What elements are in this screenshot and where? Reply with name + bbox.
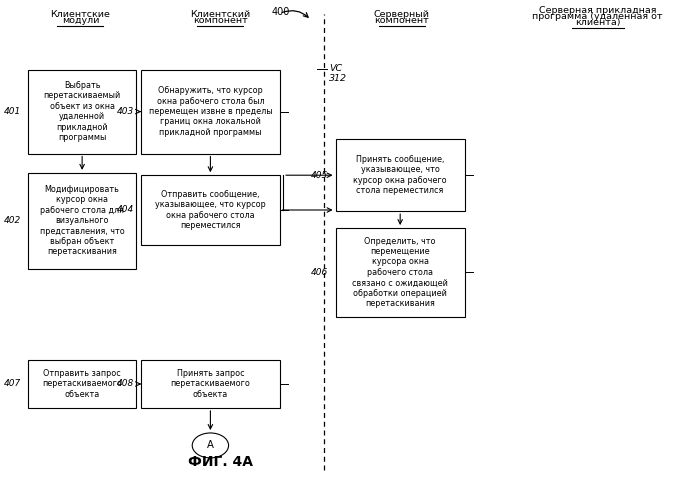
Text: 400: 400 <box>271 7 289 17</box>
Text: Принять запрос
перетаскиваемого
объекта: Принять запрос перетаскиваемого объекта <box>171 369 250 399</box>
Text: 407: 407 <box>3 380 21 388</box>
Text: 408: 408 <box>117 380 134 388</box>
Text: VC: VC <box>329 64 343 73</box>
Text: 401: 401 <box>3 107 21 116</box>
Text: Модифицировать
курсор окна
рабочего стола для
визуального
представления, что
выб: Модифицировать курсор окна рабочего стол… <box>40 185 124 256</box>
FancyBboxPatch shape <box>141 70 280 154</box>
Text: 405: 405 <box>311 171 329 180</box>
Text: модули: модули <box>62 16 99 25</box>
Text: ФИГ. 4А: ФИГ. 4А <box>188 456 252 469</box>
Text: Принять сообщение,
указывающее, что
курсор окна рабочего
стола переместился: Принять сообщение, указывающее, что курс… <box>354 155 447 195</box>
Text: Серверная прикладная: Серверная прикладная <box>539 6 656 15</box>
FancyBboxPatch shape <box>336 139 465 211</box>
Text: A: A <box>207 441 214 450</box>
FancyBboxPatch shape <box>28 70 136 154</box>
Text: 403: 403 <box>117 107 134 116</box>
Text: Отправить сообщение,
указывающее, что курсор
окна рабочего стола
переместился: Отправить сообщение, указывающее, что ку… <box>155 190 266 230</box>
FancyBboxPatch shape <box>28 360 136 408</box>
Text: 402: 402 <box>3 216 21 225</box>
Text: Обнаружить, что курсор
окна рабочего стола был
перемещен извне в пределы
границ : Обнаружить, что курсор окна рабочего сто… <box>149 86 272 137</box>
Text: Клиентские: Клиентские <box>50 10 110 19</box>
FancyBboxPatch shape <box>336 228 465 317</box>
Text: 312: 312 <box>329 74 347 83</box>
FancyBboxPatch shape <box>141 360 280 408</box>
Text: Выбрать
перетаскиваемый
объект из окна
удаленной
прикладной
программы: Выбрать перетаскиваемый объект из окна у… <box>43 81 121 142</box>
Text: компонент: компонент <box>193 16 247 25</box>
FancyBboxPatch shape <box>141 175 280 245</box>
Text: 406: 406 <box>311 268 329 277</box>
Text: Серверный: Серверный <box>374 10 430 19</box>
Text: клиента): клиента) <box>575 18 621 27</box>
Text: Отправить запрос
перетаскиваемого
объекта: Отправить запрос перетаскиваемого объект… <box>42 369 122 399</box>
Text: программа (удаленная от: программа (удаленная от <box>533 12 663 21</box>
Text: Определить, что
перемещение
курсора окна
рабочего стола
связано с ожидающей
обра: Определить, что перемещение курсора окна… <box>352 237 448 308</box>
Text: компонент: компонент <box>375 16 429 25</box>
Text: Клиентский: Клиентский <box>190 10 250 19</box>
Text: 404: 404 <box>117 205 134 215</box>
FancyBboxPatch shape <box>28 173 136 269</box>
